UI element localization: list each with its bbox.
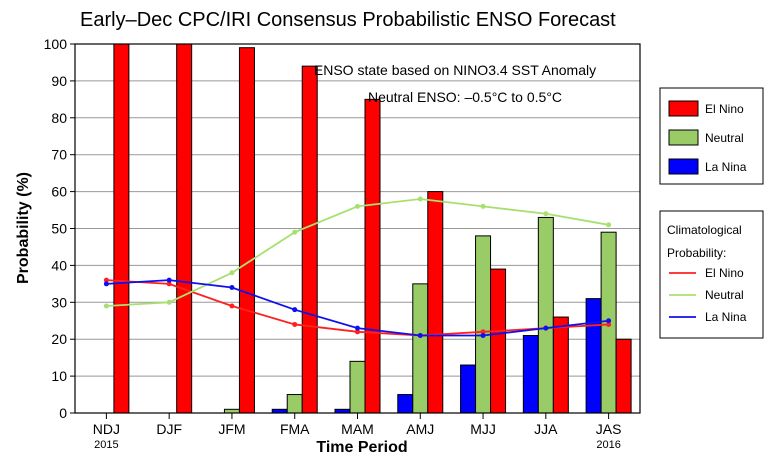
y-axis-label: Probability (%) — [15, 172, 32, 284]
bar-el-nino — [238, 47, 255, 414]
x-tick-label: JFM — [218, 421, 245, 437]
x-tick-label: JJA — [534, 421, 558, 437]
legend-label-el-nino: El Nino — [705, 102, 744, 116]
bar-el-nino — [427, 191, 444, 414]
annotation-line-1: ENSO state based on NINO3.4 SST Anomaly — [314, 62, 596, 78]
bar-neutral — [286, 394, 303, 414]
y-tick-label: 10 — [51, 368, 67, 384]
climatology-point-el-nino — [355, 329, 360, 335]
legend-swatch-neutral — [668, 129, 699, 146]
y-tick-label: 100 — [44, 36, 68, 52]
climatology-point-el-nino — [606, 321, 612, 327]
y-tick-label: 40 — [51, 257, 67, 273]
x-tick-label: FMA — [280, 421, 310, 437]
y-tick-label: 20 — [51, 331, 67, 347]
climatology-label-la-nina: La Nina — [705, 310, 747, 324]
x-tick-label: JAS — [596, 421, 622, 437]
y-tick-label: 70 — [51, 147, 67, 163]
bar-la-nina — [397, 394, 414, 414]
climatology-label-neutral: Neutral — [705, 288, 744, 302]
x-axis-label: Time Period — [316, 439, 407, 456]
bar-neutral — [475, 235, 492, 414]
climatology-point-neutral — [606, 222, 612, 228]
year-label-end: 2016 — [596, 439, 620, 451]
y-tick-label: 90 — [51, 73, 67, 89]
climatology-point-el-nino — [292, 321, 298, 327]
x-tick-label: DJF — [156, 421, 182, 437]
climatology-point-neutral — [417, 196, 423, 202]
climatology-label-el-nino: El Nino — [705, 266, 744, 280]
chart-title: Early–Dec CPC/IRI Consensus Probabilisti… — [80, 9, 616, 31]
climatology-point-neutral — [355, 203, 360, 209]
bar-la-nina — [585, 298, 602, 414]
climatology-point-la-nina — [229, 285, 235, 291]
annotation-line-2: Neutral ENSO: –0.5°C to 0.5°C — [368, 89, 562, 105]
climatology-point-el-nino — [480, 329, 486, 335]
climatology-point-la-nina — [355, 325, 360, 331]
climatology-point-la-nina — [543, 325, 549, 331]
bar-neutral — [537, 216, 554, 414]
climatology-point-el-nino — [103, 277, 109, 283]
climatology-point-la-nina — [417, 333, 423, 339]
climatology-legend-title: Climatological — [667, 223, 742, 237]
climatology-point-neutral — [480, 203, 486, 209]
bar-el-nino — [301, 65, 318, 414]
y-tick-label: 60 — [51, 184, 67, 200]
climatology-point-la-nina — [480, 333, 486, 339]
y-tick-label: 30 — [51, 294, 67, 310]
y-tick-label: 80 — [51, 110, 67, 126]
climatology-point-el-nino — [229, 303, 235, 309]
bar-el-nino — [113, 43, 130, 414]
climatology-point-neutral — [229, 270, 235, 276]
legend-swatch-el-nino — [668, 100, 699, 117]
climatology-point-la-nina — [103, 281, 109, 287]
year-label-start: 2015 — [94, 439, 118, 451]
bar-el-nino — [615, 338, 632, 414]
bar-el-nino — [176, 43, 193, 414]
climatology-legend-subtitle: Probability: — [667, 246, 726, 260]
climatology-point-neutral — [103, 303, 109, 309]
climatology-point-neutral — [292, 229, 298, 235]
x-tick-label: MJJ — [470, 421, 496, 437]
x-tick-label: MAM — [341, 421, 374, 437]
bar-el-nino — [490, 268, 507, 414]
climatology-point-neutral — [543, 211, 549, 217]
bar-neutral — [349, 360, 366, 414]
x-tick-label: AMJ — [406, 421, 434, 437]
bar-el-nino — [364, 98, 381, 414]
bar-la-nina — [460, 364, 477, 414]
climatology-point-neutral — [166, 299, 172, 305]
bar-el-nino — [552, 316, 569, 414]
bar-neutral — [412, 283, 429, 414]
climatology-point-la-nina — [292, 307, 298, 313]
legend-label-neutral: Neutral — [705, 131, 744, 145]
climatology-point-la-nina — [166, 277, 172, 283]
legend-label-la-nina: La Nina — [705, 160, 747, 174]
x-tick-label: NDJ — [93, 421, 120, 437]
climatology-point-el-nino — [166, 281, 172, 287]
y-tick-label: 0 — [59, 405, 67, 421]
legend-swatch-la-nina — [668, 158, 699, 175]
y-tick-label: 50 — [51, 221, 67, 237]
bar-la-nina — [522, 335, 539, 414]
climatology-point-la-nina — [606, 318, 612, 324]
